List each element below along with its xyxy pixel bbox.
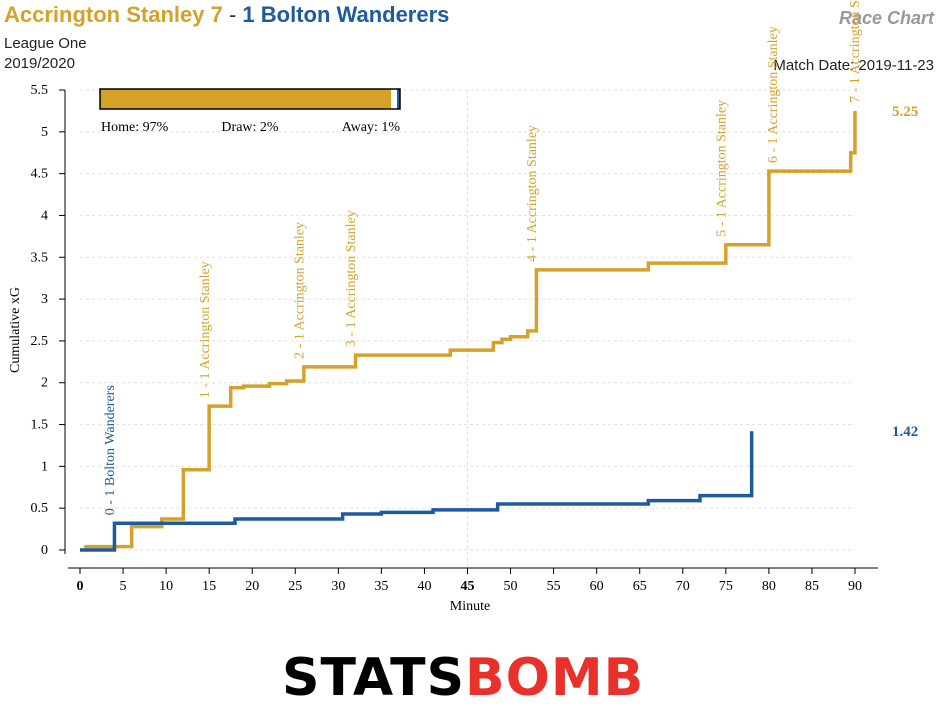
win-probability-frame	[99, 88, 401, 110]
draw-bar	[391, 89, 397, 109]
y-tick-label: 1	[41, 459, 48, 474]
x-tick-label: 65	[633, 579, 647, 594]
x-tick-label: 40	[417, 579, 431, 594]
y-tick-label: 2	[41, 376, 48, 391]
y-tick-label: 3.5	[31, 250, 49, 265]
goal-annotation: 0 - 1 Bolton Wanderers	[103, 385, 118, 515]
x-tick-label: 55	[547, 579, 561, 594]
x-tick-label: 15	[202, 579, 216, 594]
competition-label: League One	[4, 35, 87, 52]
season-label: 2019/2020	[4, 55, 75, 72]
goal-annotation: 4 - 1 Accrington Stanley	[525, 125, 540, 262]
x-tick-label: 75	[719, 579, 733, 594]
x-tick-label: 20	[245, 579, 259, 594]
x-tick-label: 85	[805, 579, 819, 594]
logo-stats-text: STATS	[282, 648, 466, 708]
draw-probability-label: Draw: 2%	[221, 120, 278, 135]
y-tick-label: 3	[41, 292, 48, 307]
title-separator: -	[222, 2, 243, 27]
x-axis-label: Minute	[450, 599, 490, 614]
goal-annotation: 6 - 1 Accrington Stanley	[766, 26, 781, 163]
away-team-score: 1 Bolton Wanderers	[242, 2, 450, 27]
x-tick-label: 35	[374, 579, 388, 594]
home-win-bar	[100, 89, 391, 109]
home-probability-label: Home: 97%	[101, 120, 169, 135]
goal-annotation: 5 - 1 Accrington Stanley	[715, 100, 730, 237]
x-tick-label: 60	[590, 579, 604, 594]
x-tick-label: 30	[331, 579, 345, 594]
x-tick-label: 90	[848, 579, 862, 594]
y-tick-label: 5	[41, 125, 48, 140]
away-probability-label: Away: 1%	[342, 120, 401, 135]
goal-annotation: 2 - 1 Accrington Stanley	[293, 222, 308, 359]
match-title: Accrington Stanley 7 - 1 Bolton Wanderer…	[4, 2, 449, 28]
x-tick-label: 70	[676, 579, 690, 594]
y-tick-label: 0	[41, 543, 48, 558]
x-tick-label: 50	[504, 579, 518, 594]
y-tick-label: 5.5	[31, 83, 49, 98]
race-chart: 0 0.5 1 1.5 2 2.5 3 3.5 4 4.5 5 5.5 0 5 10 15 20 25 30 35 40…	[8, 0, 918, 614]
statsbomb-logo: STATSBOMB	[282, 650, 644, 706]
x-tick-label: 45	[461, 579, 475, 594]
y-tick-label: 1.5	[31, 418, 49, 433]
y-tick-label: 2.5	[31, 334, 49, 349]
match-date: Match Date: 2019-11-23	[773, 57, 934, 74]
y-tick-label: 4.5	[31, 167, 49, 182]
race-chart-label: Race Chart	[838, 8, 934, 28]
away-final-xg-label: 1.42	[892, 424, 918, 440]
away-xg-line	[80, 431, 754, 552]
logo-bomb-text: BOMB	[465, 648, 645, 708]
y-axis-label: Cumulative xG	[8, 287, 23, 373]
home-team-score: Accrington Stanley 7	[4, 2, 223, 27]
x-tick-label: 10	[159, 579, 173, 594]
goal-annotation: 3 - 1 Accrington Stanley	[344, 210, 359, 347]
x-tick-label: 0	[77, 579, 84, 594]
away-win-bar	[397, 89, 400, 109]
y-tick-label: 4	[41, 208, 48, 223]
x-tick-label: 5	[120, 579, 127, 594]
x-tick-label: 80	[762, 579, 776, 594]
goal-annotation: 7 - 1 Accrington Stanley	[848, 0, 863, 103]
y-tick-label: 0.5	[31, 501, 49, 516]
home-xg-line	[84, 110, 857, 549]
goal-annotation: 1 - 1 Accrington Stanley	[198, 261, 213, 398]
home-final-xg-label: 5.25	[892, 104, 918, 120]
x-tick-label: 25	[288, 579, 302, 594]
